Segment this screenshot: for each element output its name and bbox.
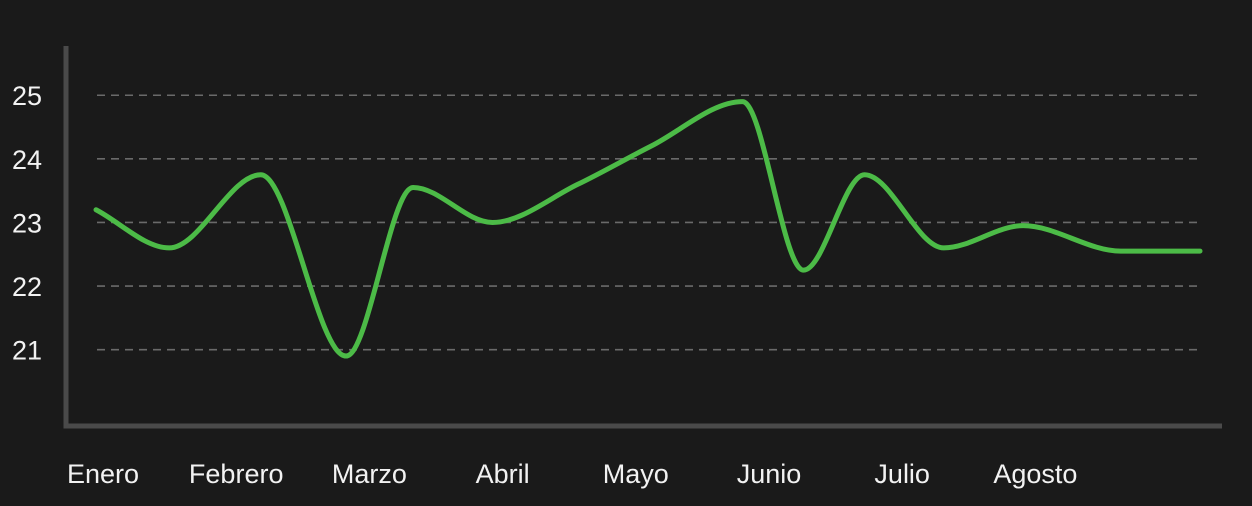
series-lines — [93, 99, 1203, 359]
x-tick-label: Enero — [67, 459, 139, 489]
grid-lines — [97, 94, 1200, 351]
x-tick-label: Marzo — [332, 459, 407, 489]
x-tick-label: Junio — [737, 459, 802, 489]
y-tick-label: 23 — [12, 208, 42, 238]
y-tick-label: 24 — [12, 145, 42, 175]
y-tick-label: 25 — [12, 81, 42, 111]
x-tick-label: Agosto — [993, 459, 1077, 489]
y-tick-label: 21 — [12, 336, 42, 366]
x-tick-label: Febrero — [189, 459, 284, 489]
axes — [63, 46, 1222, 429]
y-tick-label: 22 — [12, 272, 42, 302]
series-line-0 — [93, 99, 1203, 359]
x-tick-label: Mayo — [603, 459, 669, 489]
y-tick-labels: 21 22 23 24 25 — [12, 81, 42, 365]
x-tick-label: Julio — [874, 459, 930, 489]
x-tick-label: Abril — [476, 459, 530, 489]
x-tick-labels: Enero Febrero Marzo Abril Mayo Junio Julio Agos… — [67, 459, 1077, 489]
